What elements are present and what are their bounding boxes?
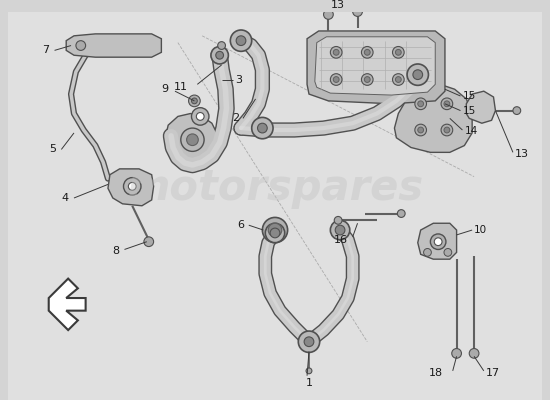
Circle shape [393, 74, 404, 85]
Circle shape [364, 50, 370, 55]
Circle shape [333, 50, 339, 55]
Text: 16: 16 [334, 235, 348, 245]
Circle shape [298, 331, 320, 352]
Circle shape [216, 51, 223, 59]
Text: 2: 2 [232, 113, 239, 123]
Circle shape [424, 248, 431, 256]
Text: motorspares: motorspares [126, 167, 424, 209]
Circle shape [418, 127, 424, 133]
Circle shape [323, 10, 333, 19]
Polygon shape [165, 114, 217, 163]
Circle shape [331, 74, 342, 85]
Circle shape [76, 41, 86, 50]
Circle shape [230, 30, 252, 51]
Circle shape [441, 124, 453, 136]
Text: 15: 15 [463, 91, 476, 101]
Text: 5: 5 [50, 144, 57, 154]
Circle shape [413, 70, 422, 80]
Circle shape [418, 101, 424, 107]
Text: 14: 14 [464, 126, 477, 136]
Circle shape [257, 123, 267, 133]
Text: 4: 4 [61, 193, 68, 203]
Circle shape [431, 234, 446, 250]
Circle shape [452, 348, 461, 358]
Circle shape [270, 228, 280, 238]
Text: 6: 6 [237, 220, 244, 230]
Polygon shape [466, 91, 496, 123]
Text: 10: 10 [474, 225, 487, 235]
Circle shape [196, 112, 204, 120]
Polygon shape [394, 84, 472, 152]
Text: 11: 11 [174, 82, 188, 92]
Polygon shape [307, 31, 445, 104]
Circle shape [331, 220, 350, 240]
Circle shape [334, 216, 342, 224]
Text: 17: 17 [486, 368, 500, 378]
Circle shape [444, 127, 450, 133]
Circle shape [304, 337, 314, 346]
Polygon shape [418, 223, 456, 259]
Circle shape [395, 77, 402, 82]
Circle shape [186, 134, 199, 146]
Circle shape [306, 368, 312, 374]
Polygon shape [66, 34, 161, 57]
Circle shape [393, 46, 404, 58]
Circle shape [361, 74, 373, 85]
Circle shape [444, 248, 452, 256]
Circle shape [262, 218, 288, 243]
Circle shape [415, 124, 426, 136]
Circle shape [407, 64, 428, 85]
Circle shape [513, 107, 521, 114]
Circle shape [189, 95, 200, 107]
Text: 9: 9 [161, 84, 168, 94]
Text: 8: 8 [113, 246, 119, 256]
Circle shape [191, 108, 209, 125]
Circle shape [236, 36, 246, 46]
Circle shape [124, 178, 141, 195]
Text: 3: 3 [235, 74, 242, 84]
Circle shape [444, 101, 450, 107]
Circle shape [469, 348, 479, 358]
Circle shape [265, 223, 285, 243]
Circle shape [191, 98, 197, 104]
Circle shape [144, 237, 153, 246]
Circle shape [335, 225, 345, 235]
Text: 15: 15 [463, 106, 476, 116]
Polygon shape [315, 37, 435, 95]
Circle shape [268, 223, 282, 237]
Text: 1: 1 [305, 378, 312, 388]
Text: 7: 7 [42, 45, 50, 55]
Circle shape [181, 128, 204, 151]
Polygon shape [49, 279, 86, 330]
Circle shape [218, 42, 226, 50]
Circle shape [364, 77, 370, 82]
Circle shape [441, 98, 453, 110]
Circle shape [331, 46, 342, 58]
Circle shape [333, 77, 339, 82]
Polygon shape [108, 169, 153, 206]
Circle shape [361, 46, 373, 58]
Circle shape [211, 46, 228, 64]
Circle shape [395, 50, 402, 55]
Text: 18: 18 [429, 368, 443, 378]
Circle shape [128, 182, 136, 190]
Circle shape [353, 7, 362, 16]
Circle shape [397, 210, 405, 218]
Circle shape [252, 117, 273, 139]
Text: 13: 13 [515, 149, 529, 159]
Text: 13: 13 [331, 0, 345, 10]
Circle shape [415, 98, 426, 110]
Circle shape [434, 238, 442, 246]
